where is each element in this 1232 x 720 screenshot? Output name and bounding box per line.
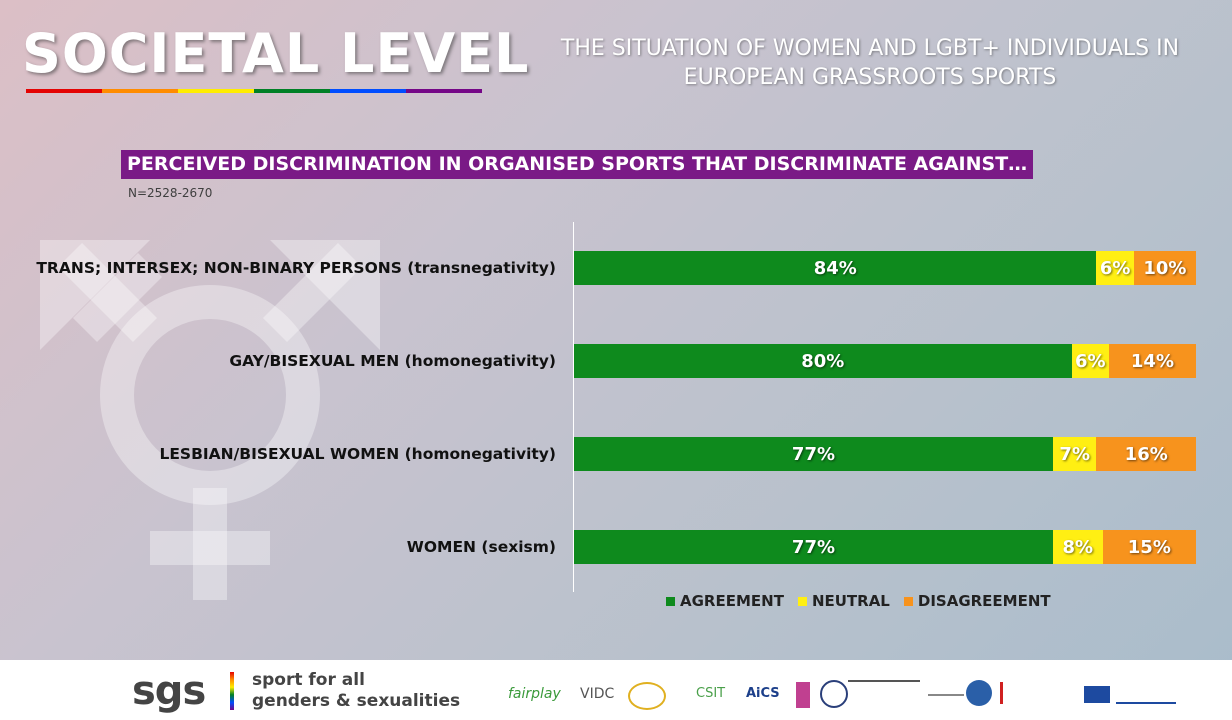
subtitle-line-2: EUROPEAN GRASSROOTS SPORTS [683,65,1057,90]
chart-title: PERCEIVED DISCRIMINATION IN ORGANISED SP… [121,150,1034,179]
legend-swatch [666,596,675,606]
legend-label: AGREEMENT [680,592,784,610]
legend-item: DISAGREEMENT [903,592,1051,610]
rainbow-segment [406,89,482,93]
bar-segment-neutral: 8% [1052,530,1103,564]
partner-logo-pink [796,682,810,708]
eu-funding-text [1116,686,1176,704]
partner-logo-small [928,694,964,696]
bar-row: 84% 6% 10% [574,251,1196,285]
page-title: SOCIETAL LEVEL [22,22,530,85]
legend-swatch [797,596,807,606]
rainbow-underline [26,89,482,93]
sample-size-note: N=2528-2670 [128,186,213,200]
bar-row: 80% 6% 14% [574,344,1196,378]
bar-segment-neutral: 6% [1096,251,1134,285]
bar-segment-agreement: 77% [574,530,1053,564]
sgs-rainbow-bar [230,672,234,710]
category-label: WOMEN (sexism) [406,538,556,556]
transgender-symbol-icon [40,240,380,600]
partner-logo-european [628,682,666,710]
category-label: TRANS; INTERSEX; NON-BINARY PERSONS (tra… [36,259,556,277]
rainbow-segment [102,89,178,93]
rainbow-segment [330,89,406,93]
subtitle-line-1: THE SITUATION OF WOMEN AND LGBT+ INDIVID… [560,36,1180,61]
tagline-line-1: sport for all [252,670,365,690]
bar-segment-disagreement: 16% [1096,437,1196,471]
partner-logo-vidc: VIDC [580,686,615,702]
legend-label: DISAGREEMENT [917,592,1051,610]
category-label: LESBIAN/BISEXUAL WOMEN (homonegativity) [159,445,556,463]
sgs-logo: sgs [132,668,206,714]
legend-label: NEUTRAL [811,592,890,610]
partner-logo-dshs-text [848,680,920,712]
partner-logo-csit: CSIT [696,686,726,701]
rainbow-segment [254,89,330,93]
eu-flag-icon [1084,686,1110,703]
legend-swatch [903,596,913,606]
bar-segment-disagreement: 15% [1102,530,1196,564]
chart-legend: AGREEMENT NEUTRAL DISAGREEMENT [666,592,1051,610]
legend-item: NEUTRAL [797,592,890,610]
footer: sgs sport for all genders & sexualities … [0,660,1232,720]
bar-segment-agreement: 84% [574,251,1097,285]
bar-segment-disagreement: 14% [1108,344,1196,378]
legend-item: AGREEMENT [666,592,784,610]
partner-logo-aics: AiCS [746,686,780,701]
bar-segment-neutral: 6% [1071,344,1109,378]
page-subtitle: THE SITUATION OF WOMEN AND LGBT+ INDIVID… [510,34,1230,92]
bar-row: 77% 7% 16% [574,437,1196,471]
rainbow-segment [26,89,102,93]
bar-row: 77% 8% 15% [574,530,1196,564]
bar-segment-agreement: 77% [574,437,1053,471]
partner-logo-fairplay: fairplay [508,686,561,702]
partner-logo-ministry [1000,682,1073,704]
category-label: GAY/BISEXUAL MEN (homonegativity) [229,352,556,370]
category-axis-line [573,222,574,592]
bar-segment-agreement: 80% [574,344,1072,378]
partner-logo-dshs-emblem [820,680,848,708]
partner-logo-circle [966,680,992,706]
sgs-tagline: sport for all genders & sexualities [252,670,460,712]
rainbow-segment [178,89,254,93]
bar-segment-neutral: 7% [1052,437,1097,471]
bar-segment-disagreement: 10% [1133,251,1196,285]
tagline-line-2: genders & sexualities [252,691,461,711]
